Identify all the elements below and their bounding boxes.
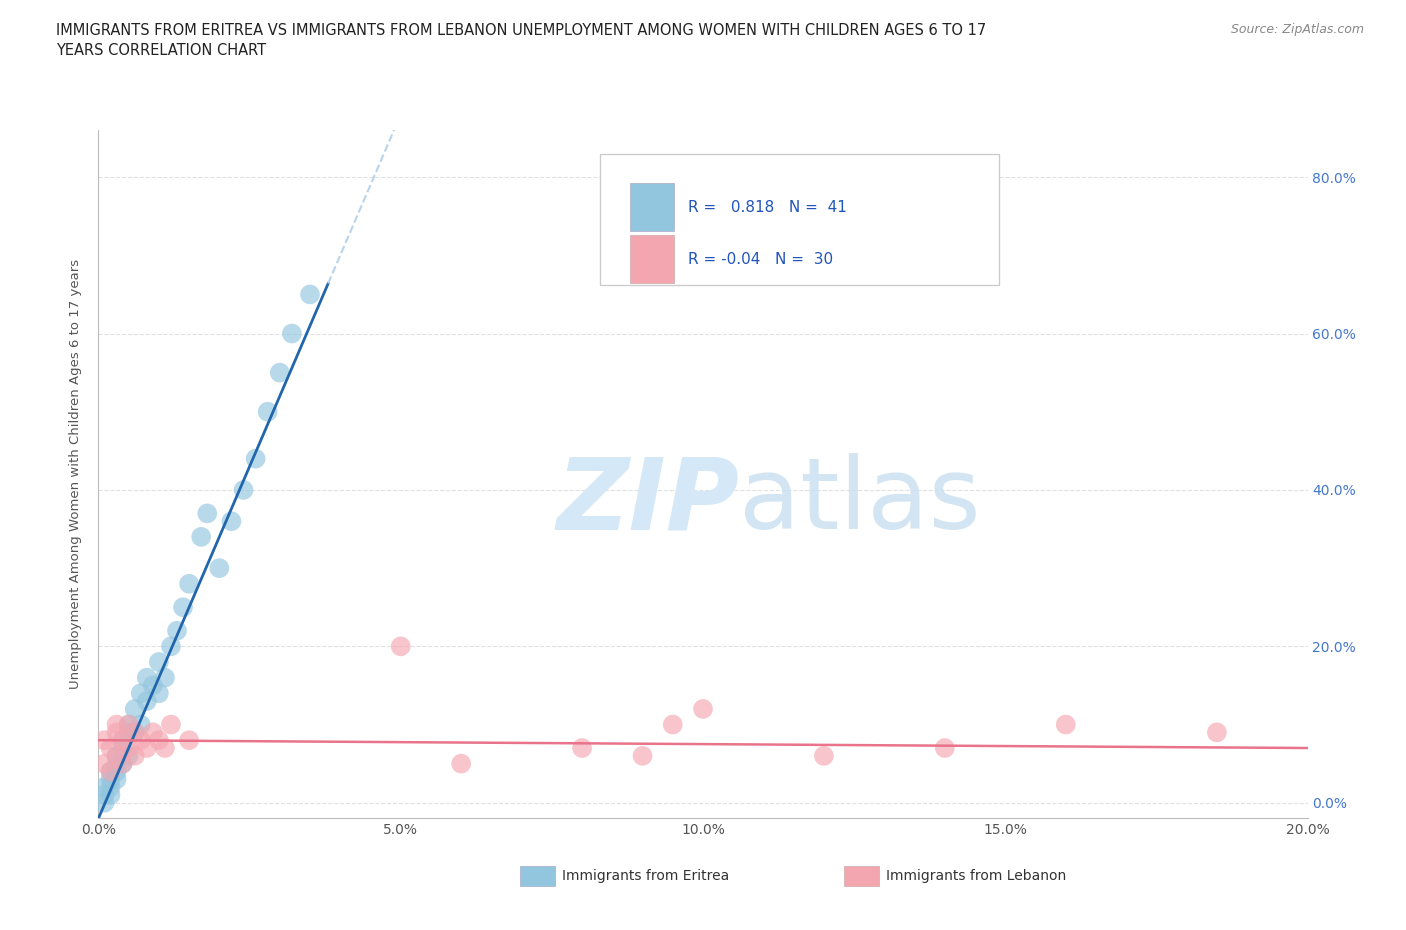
Point <box>111 756 134 771</box>
Point <box>135 671 157 685</box>
Point <box>190 529 212 544</box>
Text: R = -0.04   N =  30: R = -0.04 N = 30 <box>689 252 834 267</box>
Point <box>142 678 165 693</box>
Point <box>129 733 152 748</box>
Point <box>148 685 170 700</box>
Point <box>245 451 267 466</box>
Point <box>934 740 956 755</box>
Point <box>153 740 176 755</box>
Point <box>105 772 128 787</box>
Point <box>105 749 128 764</box>
Point <box>100 788 122 803</box>
Point <box>195 506 218 521</box>
Point <box>100 764 122 779</box>
Text: IMMIGRANTS FROM ERITREA VS IMMIGRANTS FROM LEBANON UNEMPLOYMENT AMONG WOMEN WITH: IMMIGRANTS FROM ERITREA VS IMMIGRANTS FR… <box>56 23 987 58</box>
Point <box>111 733 134 748</box>
Point <box>450 756 472 771</box>
Point <box>118 740 141 755</box>
Text: R =   0.818   N =  41: R = 0.818 N = 41 <box>689 200 848 215</box>
Point <box>662 717 685 732</box>
Point <box>813 749 835 764</box>
Point <box>160 717 183 732</box>
Point <box>166 623 188 638</box>
Point <box>118 717 141 732</box>
Text: Source: ZipAtlas.com: Source: ZipAtlas.com <box>1230 23 1364 36</box>
Point <box>179 577 201 591</box>
Bar <box>630 183 673 232</box>
Point <box>256 405 278 419</box>
FancyBboxPatch shape <box>600 154 1000 286</box>
Point <box>142 725 165 740</box>
Point <box>105 725 128 740</box>
Text: atlas: atlas <box>740 453 981 551</box>
Point <box>135 694 157 709</box>
Point <box>1206 725 1229 740</box>
Point <box>100 740 122 755</box>
Point <box>93 756 115 771</box>
Point <box>232 483 254 498</box>
Point <box>111 733 134 748</box>
Point <box>105 749 128 764</box>
Point <box>160 639 183 654</box>
Point <box>153 671 176 685</box>
Point <box>118 749 141 764</box>
Point <box>93 788 115 803</box>
Point <box>148 733 170 748</box>
Point <box>118 725 141 740</box>
Point <box>389 639 412 654</box>
Text: Immigrants from Eritrea: Immigrants from Eritrea <box>562 869 730 883</box>
Point <box>124 725 146 740</box>
Point <box>93 733 115 748</box>
Point <box>105 764 128 779</box>
Point <box>111 740 134 755</box>
Point <box>111 756 134 771</box>
Point <box>135 740 157 755</box>
Point <box>129 717 152 732</box>
Text: Immigrants from Lebanon: Immigrants from Lebanon <box>886 869 1066 883</box>
Point <box>124 725 146 740</box>
Point <box>571 740 593 755</box>
Point <box>221 513 243 528</box>
Point <box>124 701 146 716</box>
Y-axis label: Unemployment Among Women with Children Ages 6 to 17 years: Unemployment Among Women with Children A… <box>69 259 83 689</box>
Point <box>93 795 115 810</box>
Point <box>100 764 122 779</box>
Point <box>692 701 714 716</box>
Point <box>124 749 146 764</box>
Bar <box>630 235 673 284</box>
Point <box>281 326 304 341</box>
Point <box>179 733 201 748</box>
Point <box>105 756 128 771</box>
Point <box>269 365 291 380</box>
Point <box>93 779 115 794</box>
Point <box>118 717 141 732</box>
Point <box>172 600 194 615</box>
Point <box>1054 717 1077 732</box>
Point <box>129 685 152 700</box>
Point <box>105 717 128 732</box>
Point <box>100 779 122 794</box>
Point <box>100 772 122 787</box>
Point <box>299 287 322 302</box>
Point <box>208 561 231 576</box>
Text: ZIP: ZIP <box>557 453 740 551</box>
Point <box>631 749 654 764</box>
Point <box>148 655 170 670</box>
